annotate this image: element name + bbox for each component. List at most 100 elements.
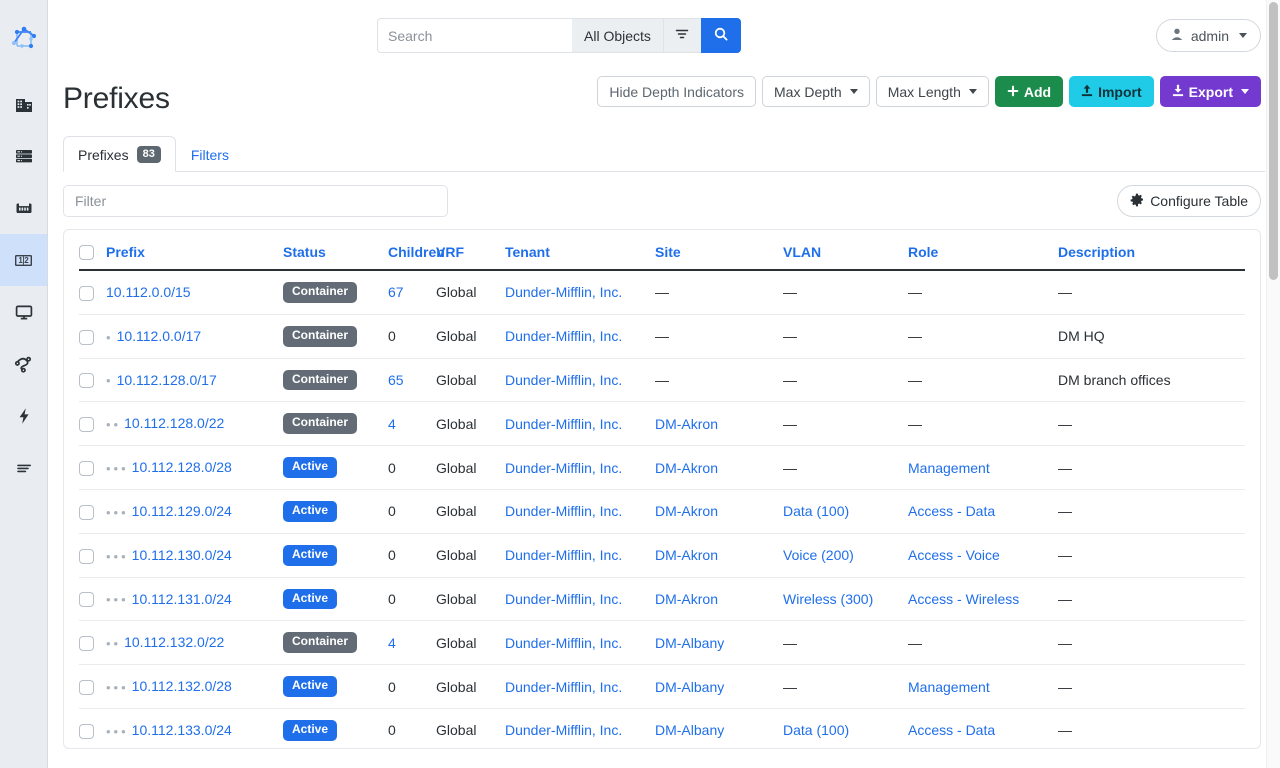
sidebar-item-power[interactable] — [0, 390, 47, 442]
vlan-cell-link[interactable]: Data (100) — [783, 722, 850, 739]
sidebar-item-ipam[interactable]: 1 2 — [0, 234, 47, 286]
role-cell-link[interactable]: Access - Wireless — [908, 590, 1020, 607]
prefix-link[interactable]: 10.112.132.0/28 — [131, 678, 232, 695]
site-cell-link[interactable]: DM-Albany — [655, 722, 725, 739]
search-submit-button[interactable] — [700, 18, 741, 53]
site-cell-link[interactable]: DM-Albany — [655, 634, 725, 651]
filter-input[interactable] — [63, 185, 448, 218]
table-row[interactable]: ••• 10.112.133.0/24 Active 0 Global Dunder-Mi… — [79, 708, 1245, 749]
tenant-cell-link[interactable]: Dunder-Mifflin, Inc. — [505, 371, 623, 388]
role-cell-link[interactable]: Management — [908, 678, 990, 695]
export-button[interactable]: Export — [1159, 76, 1261, 107]
table-row[interactable]: ••• 10.112.131.0/24 Active 0 Global Dunder-Mi… — [79, 577, 1245, 622]
table-row[interactable]: ••• 10.112.132.0/28 Active 0 Global Dunder-Mi… — [79, 664, 1245, 709]
children-cell-link[interactable]: 65 — [388, 371, 404, 388]
sidebar-item-circuits[interactable] — [0, 338, 47, 390]
column-header-children[interactable]: Children — [388, 243, 445, 271]
prefix-link[interactable]: 10.112.128.0/17 — [116, 371, 217, 388]
row-select-checkbox[interactable] — [79, 285, 94, 301]
row-select-checkbox[interactable] — [79, 329, 94, 345]
netbox-logo[interactable] — [0, 0, 47, 78]
row-select-checkbox[interactable] — [79, 504, 94, 520]
column-header-status[interactable]: Status — [283, 243, 388, 271]
site-cell-link[interactable]: DM-Akron — [655, 459, 719, 476]
select-all-checkbox[interactable] — [79, 244, 94, 260]
tenant-cell-link[interactable]: Dunder-Mifflin, Inc. — [505, 415, 623, 432]
table-row[interactable]: •• 10.112.132.0/22 Container 4 Global Dunder-… — [79, 620, 1245, 666]
table-row[interactable]: • 10.112.128.0/17 Container 65 Global Dunder-… — [79, 358, 1245, 403]
column-header-role[interactable]: Role — [908, 243, 1058, 271]
hide-depth-indicators-button[interactable]: Hide Depth Indicators — [597, 76, 756, 107]
row-select-checkbox[interactable] — [79, 460, 94, 476]
tenant-cell-link[interactable]: Dunder-Mifflin, Inc. — [505, 459, 623, 476]
site-cell-link[interactable]: DM-Akron — [655, 503, 719, 520]
tenant-cell-link[interactable]: Dunder-Mifflin, Inc. — [505, 722, 623, 739]
site-cell-link[interactable]: DM-Akron — [655, 547, 719, 564]
tenant-cell-link[interactable]: Dunder-Mifflin, Inc. — [505, 328, 623, 345]
sidebar-item-virtualization[interactable] — [0, 286, 47, 338]
tenant-cell-link[interactable]: Dunder-Mifflin, Inc. — [505, 678, 623, 695]
site-cell-link[interactable]: DM-Albany — [655, 678, 725, 695]
column-header-site[interactable]: Site — [655, 243, 783, 271]
max-depth-dropdown[interactable]: Max Depth — [762, 76, 870, 107]
tenant-cell-link[interactable]: Dunder-Mifflin, Inc. — [505, 284, 623, 301]
row-select-checkbox[interactable] — [79, 373, 94, 389]
prefix-link[interactable]: 10.112.128.0/22 — [124, 415, 225, 432]
column-header-prefix[interactable]: Prefix — [106, 243, 283, 271]
table-row[interactable]: •• 10.112.128.0/22 Container 4 Global Dunder-… — [79, 401, 1245, 447]
column-header-description[interactable]: Description — [1058, 243, 1245, 271]
prefix-link[interactable]: 10.112.130.0/24 — [131, 546, 232, 563]
vlan-cell-link[interactable]: Data (100) — [783, 503, 850, 520]
table-row[interactable]: ••• 10.112.128.0/28 Active 0 Global Dunder-Mi… — [79, 445, 1245, 490]
search-filter-button[interactable] — [662, 18, 701, 53]
prefix-link[interactable]: 10.112.133.0/24 — [131, 721, 232, 738]
table-row[interactable]: 10.112.0.0/15 Container 67 Global Dunder-Mif… — [79, 269, 1245, 315]
tab-prefixes[interactable]: Prefixes 83 — [63, 136, 176, 173]
role-cell-link[interactable]: Access - Voice — [908, 547, 1000, 564]
prefix-link[interactable]: 10.112.132.0/22 — [124, 634, 225, 651]
search-input[interactable] — [377, 18, 572, 53]
max-length-dropdown[interactable]: Max Length — [875, 76, 989, 107]
user-menu-button[interactable]: admin — [1155, 19, 1261, 52]
prefix-link[interactable]: 10.112.129.0/24 — [131, 502, 232, 519]
search-scope-selector[interactable]: All Objects — [572, 18, 663, 53]
role-cell-link[interactable]: Access - Data — [908, 503, 996, 520]
prefix-link[interactable]: 10.112.0.0/15 — [106, 284, 191, 301]
tenant-cell-link[interactable]: Dunder-Mifflin, Inc. — [505, 590, 623, 607]
sidebar-item-devices[interactable] — [0, 182, 47, 234]
children-cell-link[interactable]: 67 — [388, 284, 404, 301]
column-header-vlan[interactable]: VLAN — [783, 243, 908, 271]
row-select-checkbox[interactable] — [79, 417, 94, 433]
row-select-checkbox[interactable] — [79, 723, 94, 739]
column-header-vrf[interactable]: VRF — [436, 243, 505, 271]
site-cell-link[interactable]: DM-Akron — [655, 590, 719, 607]
import-button[interactable]: Import — [1069, 76, 1154, 107]
page-scrollbar-thumb[interactable] — [1269, 2, 1278, 280]
sidebar-item-organization[interactable] — [0, 78, 47, 130]
prefix-link[interactable]: 10.112.131.0/24 — [131, 590, 232, 607]
row-select-checkbox[interactable] — [79, 636, 94, 652]
sidebar-item-other[interactable] — [0, 442, 47, 494]
tab-filters[interactable]: Filters — [176, 137, 244, 172]
tenant-cell-link[interactable]: Dunder-Mifflin, Inc. — [505, 634, 623, 651]
vlan-cell-link[interactable]: Wireless (300) — [783, 590, 874, 607]
vlan-cell-link[interactable]: Voice (200) — [783, 547, 854, 564]
page-scrollbar[interactable] — [1266, 0, 1280, 768]
table-row[interactable]: ••• 10.112.130.0/24 Active 0 Global Dunder-Mi… — [79, 533, 1245, 578]
row-select-checkbox[interactable] — [79, 679, 94, 695]
configure-table-button[interactable]: Configure Table — [1117, 185, 1261, 218]
table-row[interactable]: ••• 10.112.129.0/24 Active 0 Global Dunder-Mi… — [79, 489, 1245, 534]
children-cell-link[interactable]: 4 — [388, 415, 396, 432]
prefix-link[interactable]: 10.112.128.0/28 — [131, 459, 232, 476]
prefix-link[interactable]: 10.112.0.0/17 — [116, 327, 202, 344]
column-header-tenant[interactable]: Tenant — [505, 243, 655, 271]
row-select-checkbox[interactable] — [79, 592, 94, 608]
role-cell-link[interactable]: Access - Data — [908, 722, 996, 739]
site-cell-link[interactable]: DM-Akron — [655, 415, 719, 432]
children-cell-link[interactable]: 4 — [388, 634, 396, 651]
add-button[interactable]: Add — [994, 76, 1064, 107]
table-row[interactable]: • 10.112.0.0/17 Container 0 Global Dunder-Mif… — [79, 314, 1245, 359]
sidebar-item-racks[interactable] — [0, 130, 47, 182]
row-select-checkbox[interactable] — [79, 548, 94, 564]
tenant-cell-link[interactable]: Dunder-Mifflin, Inc. — [505, 503, 623, 520]
